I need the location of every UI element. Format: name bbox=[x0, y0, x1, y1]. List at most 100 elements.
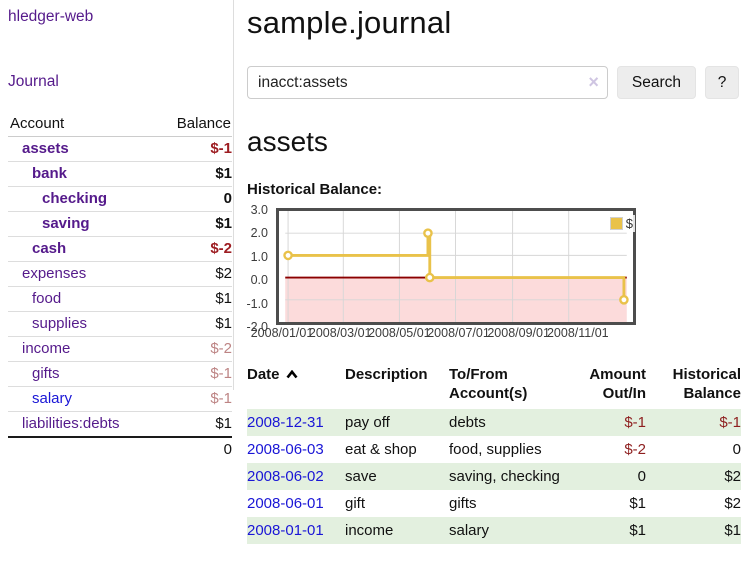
main-content: sample.journal × Search ? assets Histori… bbox=[246, 0, 741, 544]
account-link[interactable]: checking bbox=[42, 190, 108, 207]
account-row-liabilities-debts: liabilities:debts $1 bbox=[8, 411, 232, 438]
account-row-food: food $1 bbox=[8, 286, 232, 312]
account-balance: $-1 bbox=[210, 390, 232, 407]
transaction-date-link[interactable]: 2008-06-01 bbox=[247, 495, 324, 512]
register-row[interactable]: 2008-06-03 eat & shop food, supplies $-2… bbox=[247, 436, 741, 463]
sidebar: hledger-web Journal Account Balance asse… bbox=[8, 8, 232, 462]
y-tick-label: -2.0 bbox=[246, 320, 268, 334]
chart-title: Historical Balance: bbox=[247, 181, 383, 198]
x-tick-label: 2008/09/01 bbox=[487, 326, 550, 340]
account-balance: $1 bbox=[215, 165, 232, 182]
account-row-supplies: supplies $1 bbox=[8, 311, 232, 337]
account-link[interactable]: saving bbox=[42, 215, 90, 232]
account-link[interactable]: income bbox=[22, 340, 71, 357]
x-tick-label: 2008/11/01 bbox=[546, 326, 609, 340]
transaction-amount: $1 bbox=[629, 495, 646, 512]
transaction-balance: 0 bbox=[732, 441, 741, 458]
account-balance: $-2 bbox=[210, 240, 232, 257]
transaction-accounts: gifts bbox=[449, 495, 477, 512]
register-row[interactable]: 2008-01-01 income salary $1 $1 bbox=[247, 517, 741, 544]
clear-search-icon[interactable]: × bbox=[588, 72, 599, 92]
account-link[interactable]: assets bbox=[22, 140, 69, 157]
account-row-income: income $-2 bbox=[8, 336, 232, 362]
register-row[interactable]: 2008-12-31 pay off debts $-1 $-1 bbox=[247, 409, 741, 436]
search-input[interactable] bbox=[247, 66, 608, 99]
app-title-link[interactable]: hledger-web bbox=[8, 8, 94, 25]
register-header-row: Date Description To/From Account(s) Amou… bbox=[247, 362, 741, 409]
account-link[interactable]: cash bbox=[32, 240, 67, 257]
sidebar-item-journal[interactable]: Journal bbox=[8, 73, 59, 90]
transaction-balance: $-1 bbox=[719, 414, 741, 431]
account-balance: $1 bbox=[215, 290, 232, 307]
y-tick-label: 0.0 bbox=[250, 273, 268, 288]
transaction-amount: $-2 bbox=[624, 441, 646, 458]
search-bar: × Search ? bbox=[247, 66, 739, 99]
account-link[interactable]: liabilities:debts bbox=[22, 415, 120, 432]
transaction-date-link[interactable]: 2008-06-03 bbox=[247, 441, 324, 458]
accounts-header-account: Account bbox=[10, 115, 65, 132]
account-link[interactable]: salary bbox=[32, 390, 73, 407]
account-balance: $-1 bbox=[210, 365, 232, 382]
account-row-cash: cash $-2 bbox=[8, 236, 232, 262]
account-link[interactable]: expenses bbox=[22, 265, 87, 282]
accounts-total: 0 bbox=[223, 441, 232, 458]
transaction-date-link[interactable]: 2008-01-01 bbox=[247, 522, 324, 539]
account-link[interactable]: supplies bbox=[32, 315, 88, 332]
legend-label: $ bbox=[625, 216, 633, 231]
transaction-description: income bbox=[345, 522, 394, 539]
y-tick-label: 1.0 bbox=[250, 249, 268, 264]
register-table: Date Description To/From Account(s) Amou… bbox=[247, 362, 741, 544]
transaction-date-link[interactable]: 2008-12-31 bbox=[247, 414, 324, 431]
column-header-balance: Historical Balance bbox=[672, 366, 741, 402]
transaction-date-link[interactable]: 2008-06-02 bbox=[247, 468, 324, 485]
account-row-checking: checking 0 bbox=[8, 186, 232, 212]
transaction-description: pay off bbox=[345, 414, 390, 431]
column-header-description: Description bbox=[345, 366, 428, 383]
chart-plot-area bbox=[276, 208, 636, 325]
page-title: sample.journal bbox=[247, 5, 452, 40]
accounts-header-balance: Balance bbox=[176, 115, 231, 132]
chart-legend: $ bbox=[607, 215, 635, 232]
x-tick-label: 2008/03/01 bbox=[308, 326, 372, 340]
y-tick-label: 2.0 bbox=[250, 226, 268, 241]
register-row[interactable]: 2008-06-01 gift gifts $1 $2 bbox=[247, 490, 741, 517]
transaction-accounts: food, supplies bbox=[449, 441, 542, 458]
account-row-assets: assets $-1 bbox=[8, 137, 232, 162]
balance-chart: 3.0 2.0 1.0 0.0 -1.0 -2.0 $ 2008/01/01 2008/03… bbox=[246, 203, 642, 343]
transaction-balance: $2 bbox=[724, 468, 741, 485]
sort-ascending-icon bbox=[285, 365, 298, 384]
transaction-accounts: saving, checking bbox=[449, 468, 560, 485]
y-tick-label: 3.0 bbox=[250, 203, 268, 217]
column-header-date[interactable]: Date bbox=[247, 362, 345, 409]
account-row-expenses: expenses $2 bbox=[8, 261, 232, 287]
search-button[interactable]: Search bbox=[616, 66, 696, 99]
transaction-accounts: debts bbox=[449, 414, 486, 431]
column-header-amount: Amount Out/In bbox=[589, 366, 646, 402]
account-row-gifts: gifts $-1 bbox=[8, 361, 232, 387]
chart-x-axis: 2008/01/01 2008/03/01 2008/05/01 2008/07/01… bbox=[251, 325, 642, 343]
column-header-accounts: To/From Account(s) bbox=[449, 366, 528, 402]
register-row[interactable]: 2008-06-02 save saving, checking 0 $2 bbox=[247, 463, 741, 490]
account-balance: $2 bbox=[215, 265, 232, 282]
sidebar-divider bbox=[233, 0, 234, 390]
account-link[interactable]: gifts bbox=[32, 365, 60, 382]
y-tick-label: -1.0 bbox=[246, 296, 268, 311]
transaction-amount: $-1 bbox=[624, 414, 646, 431]
x-tick-label: 2008/01/01 bbox=[250, 326, 314, 340]
transaction-description: eat & shop bbox=[345, 441, 417, 458]
x-tick-label: 2008/05/01 bbox=[368, 326, 431, 340]
transaction-amount: $1 bbox=[629, 522, 646, 539]
chart-y-axis: 3.0 2.0 1.0 0.0 -1.0 -2.0 bbox=[240, 203, 272, 334]
account-balance: $-2 bbox=[210, 340, 232, 357]
account-row-salary: salary $-1 bbox=[8, 386, 232, 412]
transaction-balance: $1 bbox=[724, 522, 741, 539]
account-row-saving: saving $1 bbox=[8, 211, 232, 237]
transaction-description: gift bbox=[345, 495, 366, 512]
accounts-table: Account Balance assets $-1 bank $1 check… bbox=[8, 112, 232, 462]
account-link[interactable]: food bbox=[32, 290, 62, 307]
account-link[interactable]: bank bbox=[32, 165, 68, 182]
transaction-balance: $2 bbox=[724, 495, 741, 512]
account-balance: $-1 bbox=[210, 140, 232, 157]
legend-swatch-icon bbox=[609, 217, 623, 230]
help-button[interactable]: ? bbox=[705, 66, 739, 99]
